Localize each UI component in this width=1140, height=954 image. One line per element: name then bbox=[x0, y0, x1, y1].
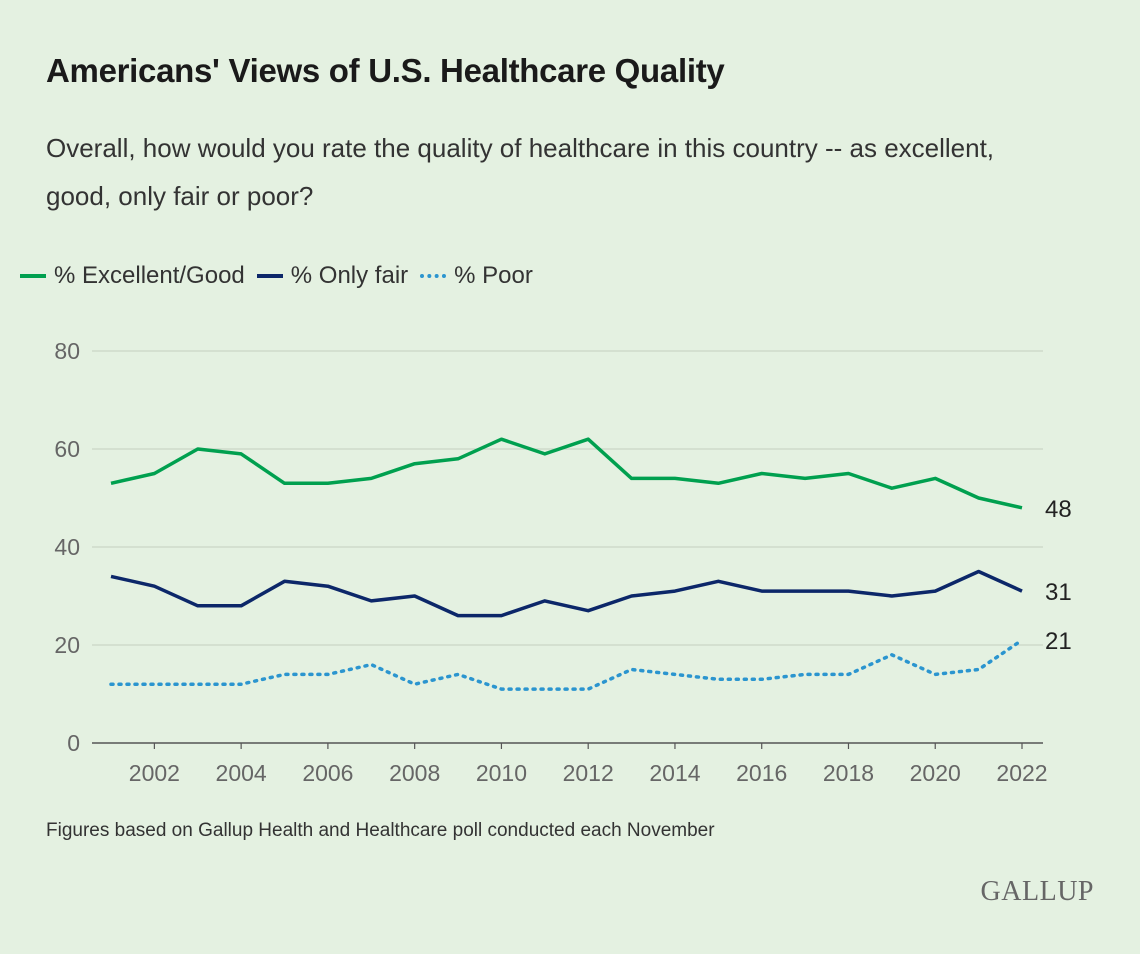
legend-label: % Poor bbox=[454, 262, 533, 289]
chart-title: Americans' Views of U.S. Healthcare Qual… bbox=[46, 52, 725, 89]
x-tick-label: 2002 bbox=[129, 760, 180, 786]
x-tick-label: 2006 bbox=[302, 760, 353, 786]
legend-item-excellent-good: % Excellent/Good bbox=[20, 262, 245, 290]
series-line-1 bbox=[110, 569, 1023, 618]
x-tick-label: 2010 bbox=[476, 760, 527, 786]
x-tick-label: 2018 bbox=[823, 760, 874, 786]
legend-swatch-excellent-good bbox=[20, 274, 46, 278]
chart-subtitle: Overall, how would you rate the quality … bbox=[46, 133, 995, 211]
x-tick-label: 2022 bbox=[996, 760, 1047, 786]
y-tick-label: 0 bbox=[67, 730, 80, 756]
y-tick-label: 40 bbox=[54, 534, 80, 560]
legend-item-only-fair: % Only fair bbox=[256, 262, 409, 290]
x-tick-label: 2008 bbox=[389, 760, 440, 786]
y-tick-label: 20 bbox=[54, 632, 80, 658]
legend-swatch-only-fair bbox=[256, 274, 283, 278]
end-label: 21 bbox=[1045, 628, 1072, 655]
y-tick-label: 80 bbox=[54, 338, 80, 364]
series-line-2 bbox=[109, 638, 1024, 691]
x-tick-label: 2016 bbox=[736, 760, 787, 786]
end-label: 31 bbox=[1045, 579, 1072, 606]
legend-label: % Only fair bbox=[290, 262, 409, 289]
y-tick-label: 60 bbox=[54, 436, 80, 462]
series-line-0 bbox=[110, 437, 1023, 510]
x-tick-label: 2014 bbox=[649, 760, 700, 786]
legend-item-poor: % Poor bbox=[420, 262, 533, 290]
legend-label: % Excellent/Good bbox=[54, 262, 245, 289]
end-label: 48 bbox=[1045, 496, 1072, 523]
gallup-logo: GALLUP bbox=[980, 876, 1094, 907]
x-tick-label: 2020 bbox=[910, 760, 961, 786]
legend: % Excellent/Good % Only fair % Poor bbox=[20, 262, 545, 290]
x-tick-label: 2012 bbox=[563, 760, 614, 786]
footnote: Figures based on Gallup Health and Healt… bbox=[46, 820, 715, 841]
x-tick-label: 2004 bbox=[216, 760, 267, 786]
legend-swatch-poor bbox=[420, 274, 447, 278]
